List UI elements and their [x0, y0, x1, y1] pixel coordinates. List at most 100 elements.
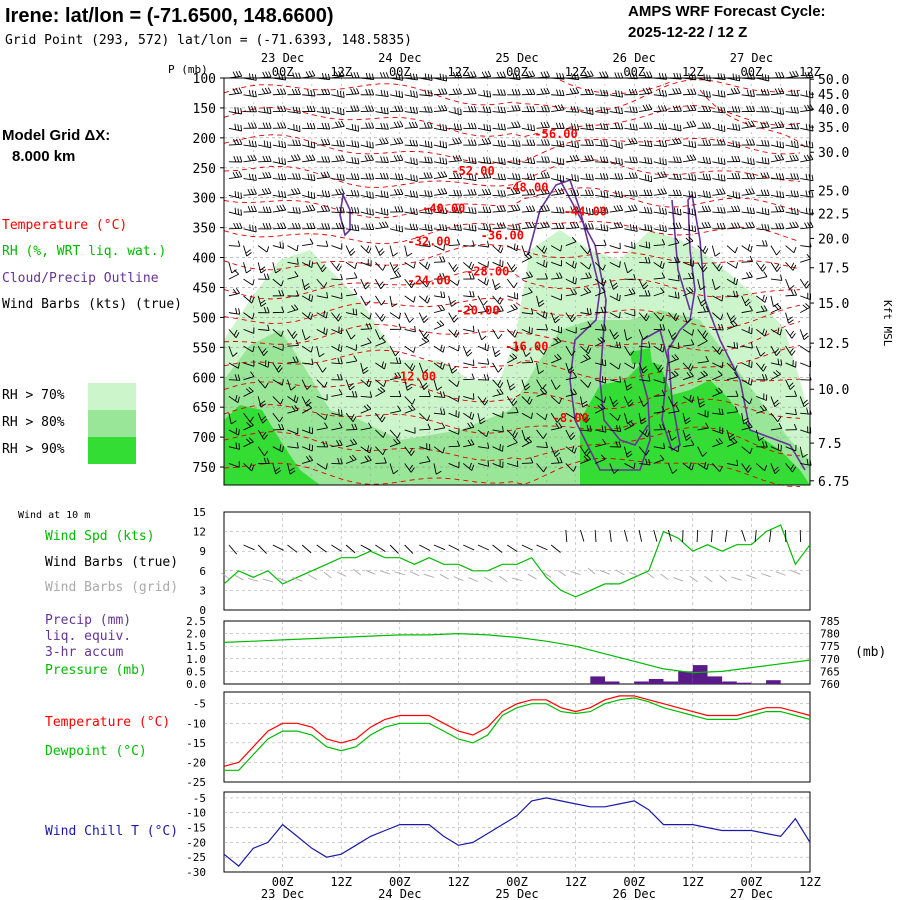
barb-flag — [235, 307, 238, 314]
barb-shaft — [697, 194, 711, 199]
barb-flag — [673, 312, 677, 319]
true-barb — [580, 529, 585, 542]
barb-flag — [794, 141, 796, 148]
barb-flag — [792, 466, 796, 473]
barb-shaft — [243, 295, 253, 304]
wind-barb — [287, 222, 301, 230]
temp-tick-label: -20 — [186, 756, 206, 769]
barb-flag — [484, 71, 489, 77]
barb-shaft — [653, 379, 665, 384]
wind-barb — [667, 329, 678, 340]
barb-flag — [324, 156, 328, 163]
barb-flag — [233, 156, 237, 163]
wind-barb — [287, 427, 299, 435]
wind-barb — [272, 190, 287, 198]
barb-flag — [583, 288, 589, 294]
barb-flag — [764, 74, 767, 81]
barb-flag — [429, 122, 433, 129]
barb-shaft — [668, 358, 679, 364]
barb-flag — [442, 207, 445, 214]
barb-flag — [499, 382, 504, 389]
barb-flag — [281, 141, 284, 148]
wind-barb — [331, 90, 345, 98]
barb-flag — [289, 467, 295, 472]
barb-flag — [599, 173, 603, 180]
barb-flag — [600, 306, 604, 313]
barb-flag — [627, 269, 633, 274]
true-barb — [433, 544, 446, 551]
barb-flag — [383, 90, 386, 97]
barb-flag — [518, 73, 521, 80]
barb-flag — [529, 88, 533, 95]
barb-flag — [793, 89, 796, 96]
barb-shaft — [668, 142, 682, 146]
barb-flag — [442, 447, 445, 454]
barb-flag — [763, 271, 768, 277]
wind-barb — [785, 379, 795, 390]
wind-barb — [404, 396, 416, 405]
windchill-tick-label: -5 — [193, 792, 206, 805]
barb-flag — [309, 222, 313, 229]
wind-barb — [316, 346, 325, 358]
barb-flag — [678, 137, 682, 144]
barb-flag — [381, 207, 383, 214]
barb-flag — [765, 441, 768, 448]
barb-flag — [658, 140, 662, 147]
barb-flag — [370, 154, 374, 161]
wind-barb — [800, 253, 812, 263]
barb-flag — [453, 172, 457, 179]
barb-flag — [325, 441, 329, 448]
barb-flag — [248, 437, 254, 443]
wind-barb — [506, 278, 518, 289]
barb-flag — [267, 324, 270, 331]
barb-flag — [293, 395, 297, 402]
barb-flag — [313, 192, 316, 199]
barb-flag — [386, 173, 389, 180]
barb-flag — [777, 88, 782, 94]
barb-flag — [621, 158, 623, 165]
wind-barb — [521, 221, 536, 230]
barb-flag — [251, 174, 254, 181]
barb-flag — [408, 122, 413, 128]
wind-barb — [492, 444, 504, 452]
barb-shaft — [433, 110, 447, 112]
barb-flag — [363, 281, 369, 287]
barb-shaft — [390, 362, 402, 364]
barb-flag — [524, 383, 530, 388]
wind-barb — [316, 122, 331, 130]
barb-shaft — [331, 444, 343, 448]
barb-flag — [810, 221, 814, 228]
barb-flag — [792, 221, 796, 228]
barb-shaft — [770, 245, 777, 256]
barb-flag — [410, 450, 415, 456]
barb-shaft — [257, 379, 266, 389]
barb-shaft — [521, 379, 526, 391]
barb-shaft — [565, 127, 579, 131]
wind-barb — [316, 138, 331, 146]
barb-flag — [400, 105, 404, 112]
barb-flag — [603, 396, 607, 403]
wind-barb — [785, 329, 796, 339]
barb-flag — [690, 339, 695, 345]
barb-flag — [246, 252, 252, 257]
barb-flag — [281, 73, 284, 80]
wind-barb — [697, 205, 712, 213]
barb-shaft — [594, 379, 606, 384]
wind-barb — [565, 312, 576, 322]
wind-barb — [272, 423, 285, 431]
barb-shaft — [463, 178, 477, 182]
barb-flag — [737, 205, 741, 212]
wind-barb — [287, 88, 301, 96]
barb-flag — [284, 158, 287, 165]
wind-barb — [492, 189, 506, 197]
barb-shaft — [346, 277, 358, 280]
wind-barb — [682, 104, 697, 112]
barb-flag — [262, 206, 266, 213]
wind-barb — [682, 462, 695, 471]
barb-flag — [517, 121, 521, 128]
wind-barb — [712, 123, 726, 132]
barb-shaft — [770, 92, 784, 96]
wind-barb — [507, 345, 519, 352]
wind-barb — [726, 371, 739, 381]
barb-flag — [745, 422, 750, 429]
